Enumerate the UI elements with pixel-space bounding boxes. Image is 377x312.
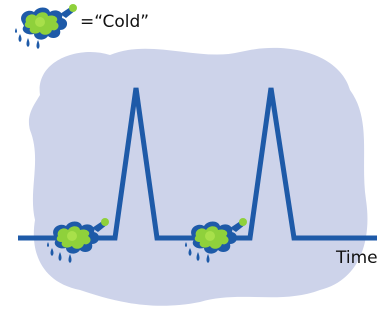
legend-icon bbox=[15, 4, 77, 49]
background-cloud bbox=[29, 48, 368, 306]
legend-label: =“Cold” bbox=[80, 12, 149, 32]
diagram: =“Cold” Time bbox=[0, 0, 377, 312]
axis-label: Time bbox=[335, 248, 377, 268]
